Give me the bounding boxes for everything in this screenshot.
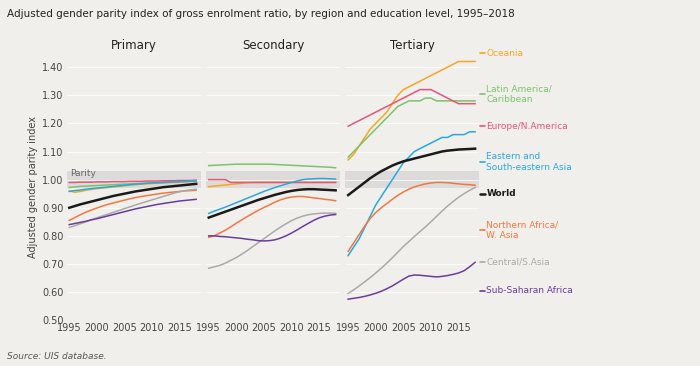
Title: Secondary: Secondary [241, 39, 304, 52]
Text: Eastern and
South-eastern Asia: Eastern and South-eastern Asia [486, 152, 573, 172]
Bar [206, 171, 340, 188]
Text: Sub-Saharan Africa: Sub-Saharan Africa [486, 287, 573, 295]
Bar [345, 171, 480, 188]
Text: Central/S.Asia: Central/S.Asia [486, 257, 550, 266]
Text: World: World [486, 190, 516, 198]
Text: Europe/N.America: Europe/N.America [486, 122, 568, 131]
Y-axis label: Adjusted gender parity index: Adjusted gender parity index [28, 116, 38, 258]
Title: Primary: Primary [111, 39, 157, 52]
Bar [66, 171, 201, 188]
Text: Latin America/
Caribbean: Latin America/ Caribbean [486, 85, 552, 104]
Text: Adjusted gender parity index of gross enrolment ratio, by region and education l: Adjusted gender parity index of gross en… [7, 9, 514, 19]
Title: Tertiary: Tertiary [390, 39, 435, 52]
Text: Parity: Parity [71, 169, 96, 178]
Text: Source: UIS database.: Source: UIS database. [7, 351, 106, 361]
Text: Northern Africa/
W. Asia: Northern Africa/ W. Asia [486, 220, 559, 240]
Text: Oceania: Oceania [486, 49, 524, 57]
